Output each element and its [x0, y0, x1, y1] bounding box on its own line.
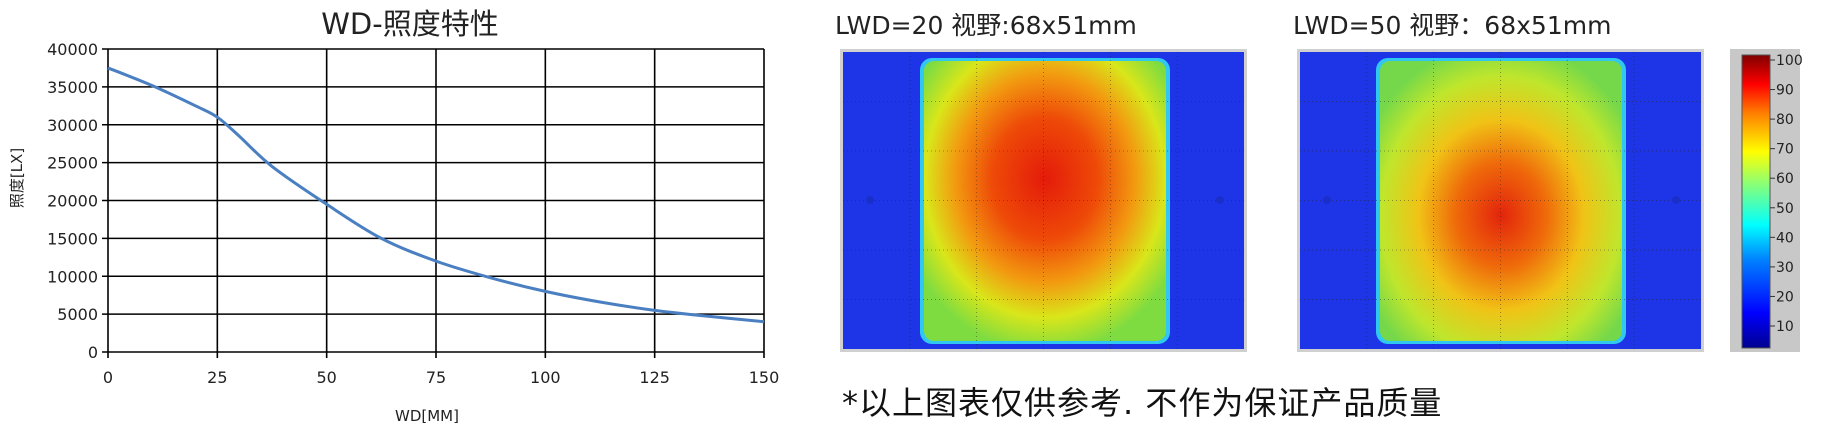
colorbar: 100 90 80 70 60 50 40 30 20 10: [1730, 49, 1803, 352]
y-tick-label: 15000: [47, 229, 98, 248]
heatmap-1-dot-left: [866, 196, 874, 204]
x-tick-label: 125: [639, 368, 670, 387]
heatmap-1-dot-right: [1216, 196, 1224, 204]
x-tick-label: 75: [426, 368, 446, 387]
x-tick-label: 150: [749, 368, 780, 387]
grid: [102, 48, 765, 358]
chart-title: WD-照度特性: [321, 7, 498, 41]
x-tick-label: 50: [316, 368, 336, 387]
y-tick-label: 0: [88, 343, 98, 362]
x-tick-label: 0: [103, 368, 113, 387]
y-tick-label: 20000: [47, 192, 98, 211]
heatmap-1-title: LWD=20 视野:68x51mm: [835, 11, 1137, 40]
line-chart: WD-照度特性 0 25 50 75 100 125 150 0 5000 10000 15000 2…: [8, 7, 779, 425]
colorbar-tick-label: 30: [1776, 260, 1794, 276]
y-tick-label: 40000: [47, 40, 98, 59]
heatmap-1-hotspot: [924, 61, 1166, 341]
footer-note: *以上图表仅供参考. 不作为保证产品质量: [842, 384, 1443, 422]
y-tick-label: 10000: [47, 267, 98, 286]
colorbar-tick-label: 10: [1776, 319, 1794, 335]
series-line: [107, 66, 765, 324]
x-axis-label: WD[MM]: [395, 407, 459, 425]
heatmap-2-title: LWD=50 视野：68x51mm: [1293, 11, 1611, 40]
colorbar-tick-label: 50: [1776, 201, 1794, 217]
heatmap-2-dot-right: [1672, 196, 1680, 204]
colorbar-tick-label: 90: [1776, 83, 1794, 99]
colorbar-gradient: [1741, 54, 1771, 349]
heatmap-1-grid: [843, 52, 1244, 349]
y-tick-label: 35000: [47, 78, 98, 97]
tick-labels: 0 25 50 75 100 125 150 0 5000 10000 15000 20000 2500…: [47, 40, 779, 387]
colorbar-tick-label: 80: [1776, 112, 1794, 128]
colorbar-tick-labels: 100 90 80 70 60 50 40 30 20 10: [1770, 53, 1803, 335]
heatmap-2-hotspot: [1380, 61, 1622, 341]
heatmap-2-grid: [1300, 52, 1701, 349]
colorbar-tick-label: 70: [1776, 142, 1794, 158]
heatmap-2-dot-left: [1323, 196, 1331, 204]
colorbar-tick-label: 100: [1776, 53, 1803, 69]
heatmap-2: LWD=50 视野：68x51mm: [1293, 11, 1704, 352]
y-tick-label: 30000: [47, 116, 98, 135]
colorbar-tick-label: 20: [1776, 289, 1794, 305]
colorbar-tick-label: 40: [1776, 230, 1794, 246]
y-tick-label: 5000: [57, 305, 98, 324]
y-axis-label: 照度[LX]: [8, 148, 26, 208]
y-tick-label: 25000: [47, 154, 98, 173]
x-tick-label: 25: [207, 368, 227, 387]
x-tick-label: 100: [530, 368, 561, 387]
heatmap-1: LWD=20 视野:68x51mm: [835, 11, 1247, 352]
colorbar-tick-label: 60: [1776, 171, 1794, 187]
